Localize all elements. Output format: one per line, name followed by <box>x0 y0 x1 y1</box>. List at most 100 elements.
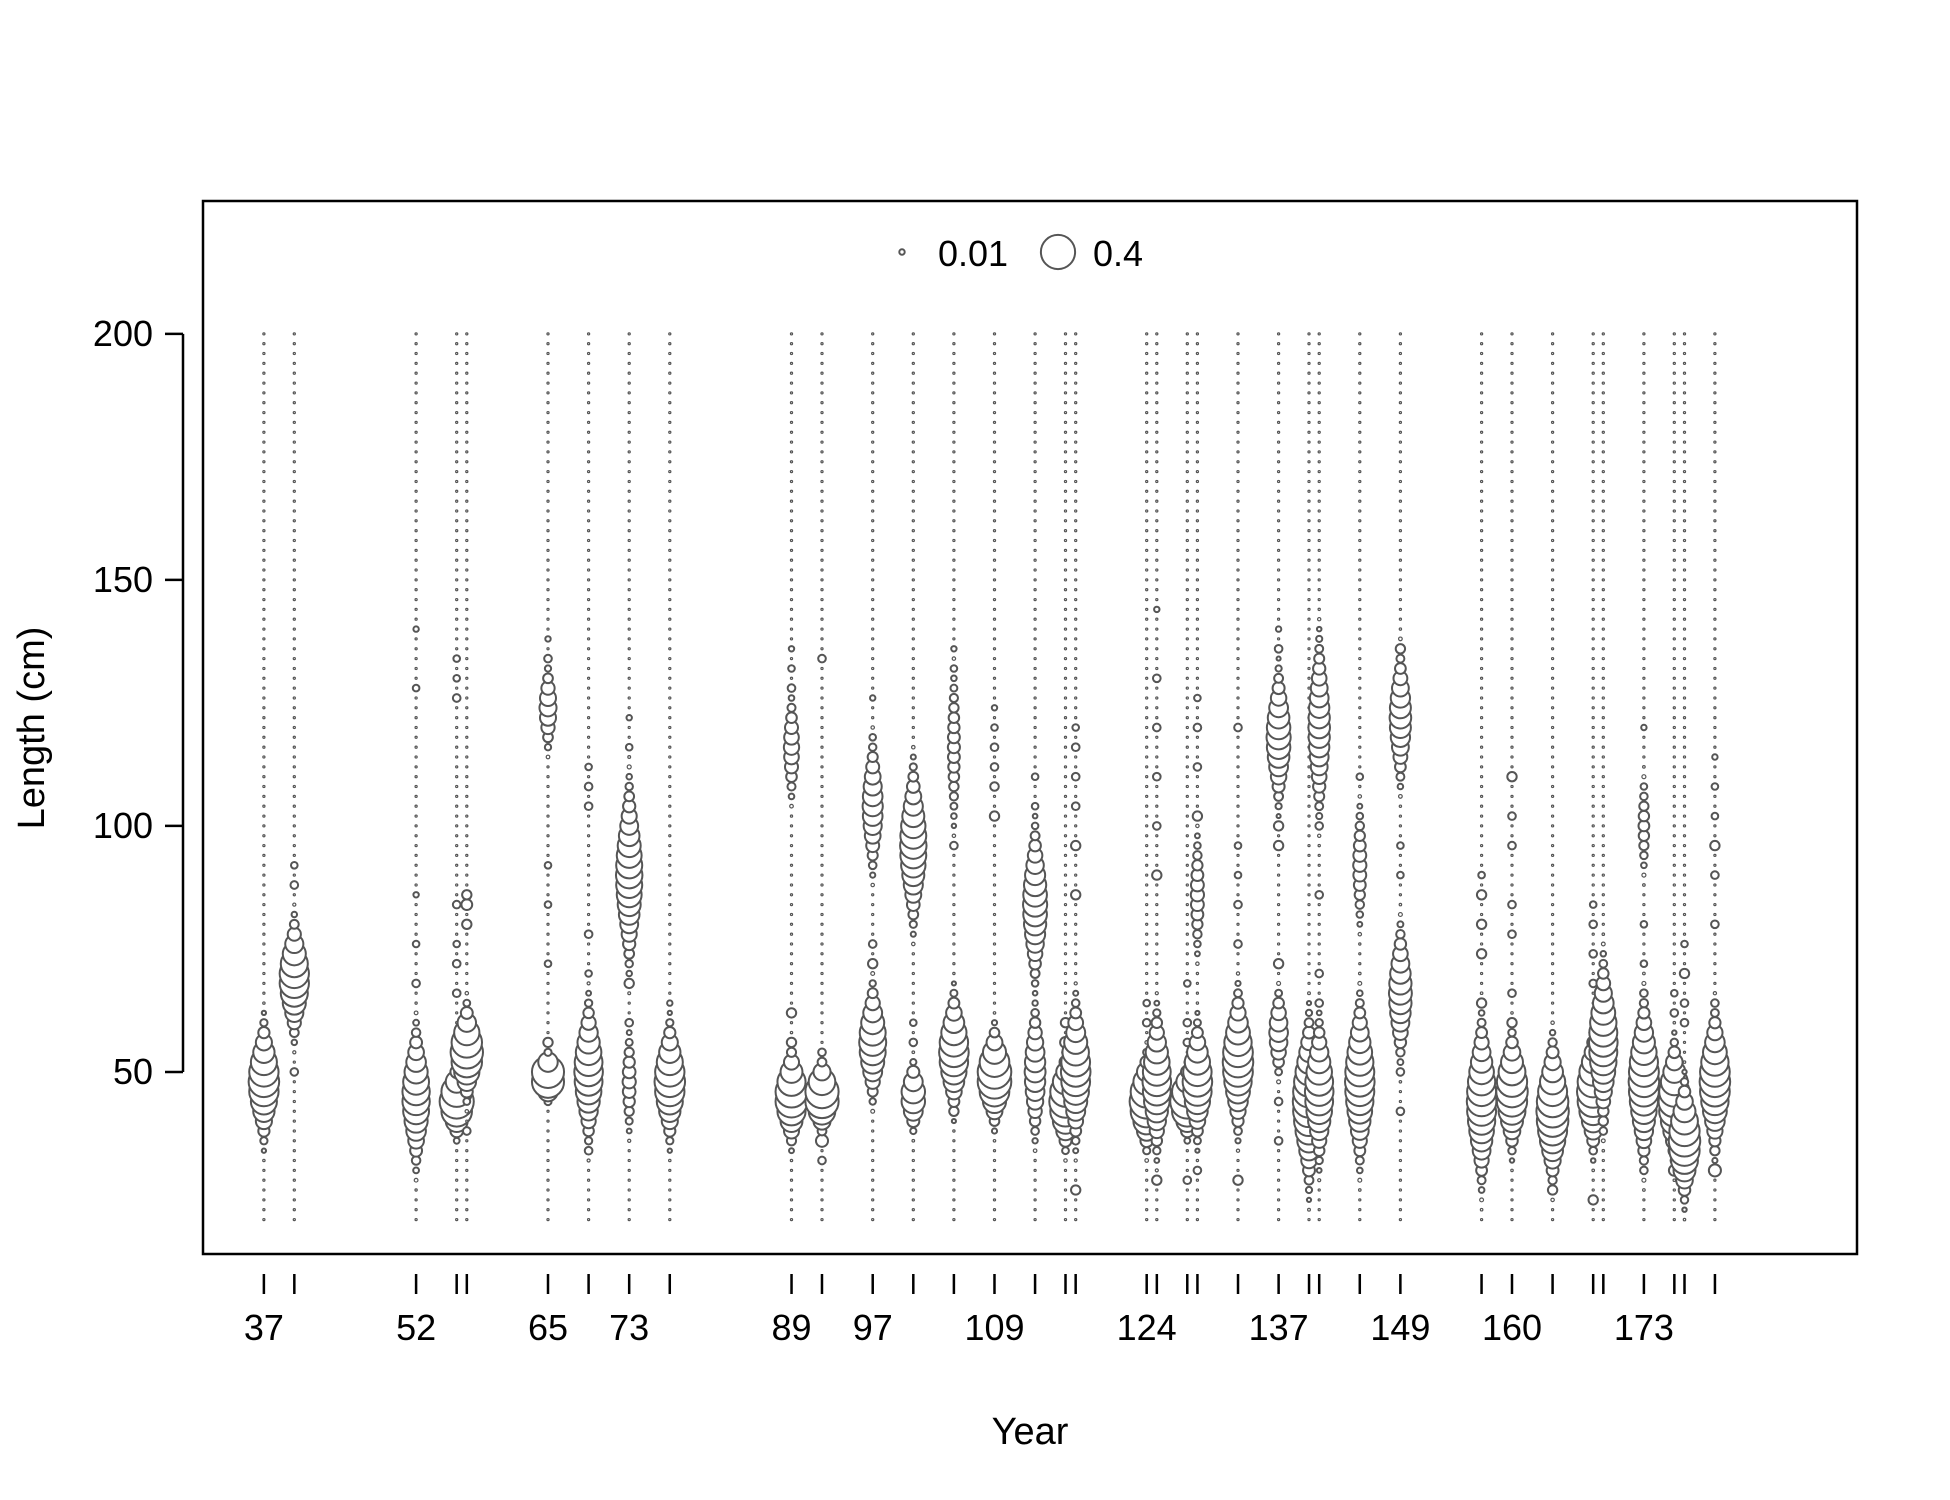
bubble <box>292 391 296 395</box>
bubble <box>1682 538 1687 543</box>
bubble <box>668 519 672 523</box>
bubble <box>871 647 875 651</box>
bubble <box>668 1178 672 1182</box>
bubble <box>1591 863 1595 867</box>
bubble <box>1317 420 1321 425</box>
bubble <box>1033 342 1037 346</box>
bubble <box>262 1217 266 1222</box>
bubble <box>1642 342 1646 346</box>
bubble <box>1550 696 1555 700</box>
bubble <box>455 420 459 425</box>
bubble <box>1236 686 1240 690</box>
bubble <box>1303 1017 1315 1029</box>
bubble <box>455 863 459 867</box>
bubble <box>1317 902 1321 907</box>
bubble <box>1185 942 1189 946</box>
bubble <box>1713 1217 1717 1222</box>
bubble <box>668 873 672 877</box>
bubble <box>1510 401 1514 405</box>
bubble <box>1358 647 1362 651</box>
bubble <box>1063 912 1068 917</box>
bubble <box>1317 332 1321 336</box>
bubble <box>414 420 418 425</box>
bubble <box>1479 735 1484 739</box>
bubble <box>871 430 875 434</box>
bubble <box>1510 460 1514 464</box>
bubble <box>1672 676 1676 680</box>
x-tick-label: 109 <box>964 1307 1024 1348</box>
bubble <box>1307 676 1311 680</box>
bubble <box>1316 833 1322 839</box>
bubble <box>1601 696 1605 700</box>
bubble <box>1358 607 1362 612</box>
bubble <box>1713 804 1717 808</box>
bubble <box>992 1158 997 1163</box>
bubble <box>1033 1208 1037 1212</box>
bubble <box>1550 893 1555 897</box>
bubble <box>1033 558 1037 562</box>
bubble <box>1155 932 1159 936</box>
bubble <box>1063 558 1068 562</box>
bubble <box>911 991 915 995</box>
bubble <box>871 1149 875 1153</box>
bubble <box>1145 1011 1149 1015</box>
bubble <box>1713 765 1717 769</box>
bubble <box>1233 939 1243 949</box>
bubble <box>1479 775 1484 779</box>
bubble <box>1601 391 1605 395</box>
bubble <box>627 391 631 395</box>
bubble <box>1145 952 1149 956</box>
bubble <box>1713 410 1717 415</box>
bubble <box>1510 794 1514 799</box>
bubble <box>1074 1198 1078 1202</box>
bubble <box>663 1025 677 1040</box>
bubble <box>1185 971 1189 976</box>
bubble <box>1195 706 1200 710</box>
bubble <box>1682 499 1687 503</box>
bubble <box>1273 643 1284 654</box>
bubble <box>1642 548 1646 553</box>
bubble <box>1276 834 1281 838</box>
bubble <box>414 381 418 385</box>
bubble <box>1272 839 1285 852</box>
bubble <box>1151 869 1163 881</box>
bubble <box>1155 863 1159 867</box>
bubble <box>1682 588 1687 592</box>
bubble <box>1033 519 1037 523</box>
bubble <box>871 1139 875 1143</box>
bubble <box>1193 693 1202 703</box>
bubble <box>1601 912 1605 917</box>
bubble <box>1601 873 1605 877</box>
bubble <box>292 873 296 877</box>
bubble <box>1145 962 1149 966</box>
bubble <box>992 912 997 917</box>
bubble <box>1507 929 1517 940</box>
bubble <box>409 1035 424 1050</box>
bubble <box>1713 361 1717 366</box>
bubble <box>1073 1158 1078 1163</box>
bubble <box>820 1178 824 1182</box>
bubble <box>668 804 672 808</box>
bubble <box>1033 450 1037 454</box>
bubble <box>668 962 672 966</box>
bubble <box>455 430 459 434</box>
bubble <box>1276 1079 1282 1085</box>
bubble <box>1074 666 1078 671</box>
bubble <box>414 824 418 828</box>
bubble <box>1033 647 1037 651</box>
bubble <box>586 755 591 759</box>
bubble <box>789 834 794 838</box>
bubble <box>1307 902 1311 907</box>
bubble <box>586 883 591 887</box>
bubble <box>911 568 915 572</box>
bubble <box>1397 911 1403 918</box>
bubble <box>871 1178 875 1182</box>
bubble <box>1236 775 1240 779</box>
bubble <box>1479 863 1484 867</box>
bubble <box>1672 391 1676 395</box>
bubble <box>1601 332 1605 336</box>
bubble <box>1236 765 1240 769</box>
bubble <box>1155 912 1159 917</box>
bubble <box>1236 588 1240 592</box>
bubble <box>948 1105 960 1117</box>
